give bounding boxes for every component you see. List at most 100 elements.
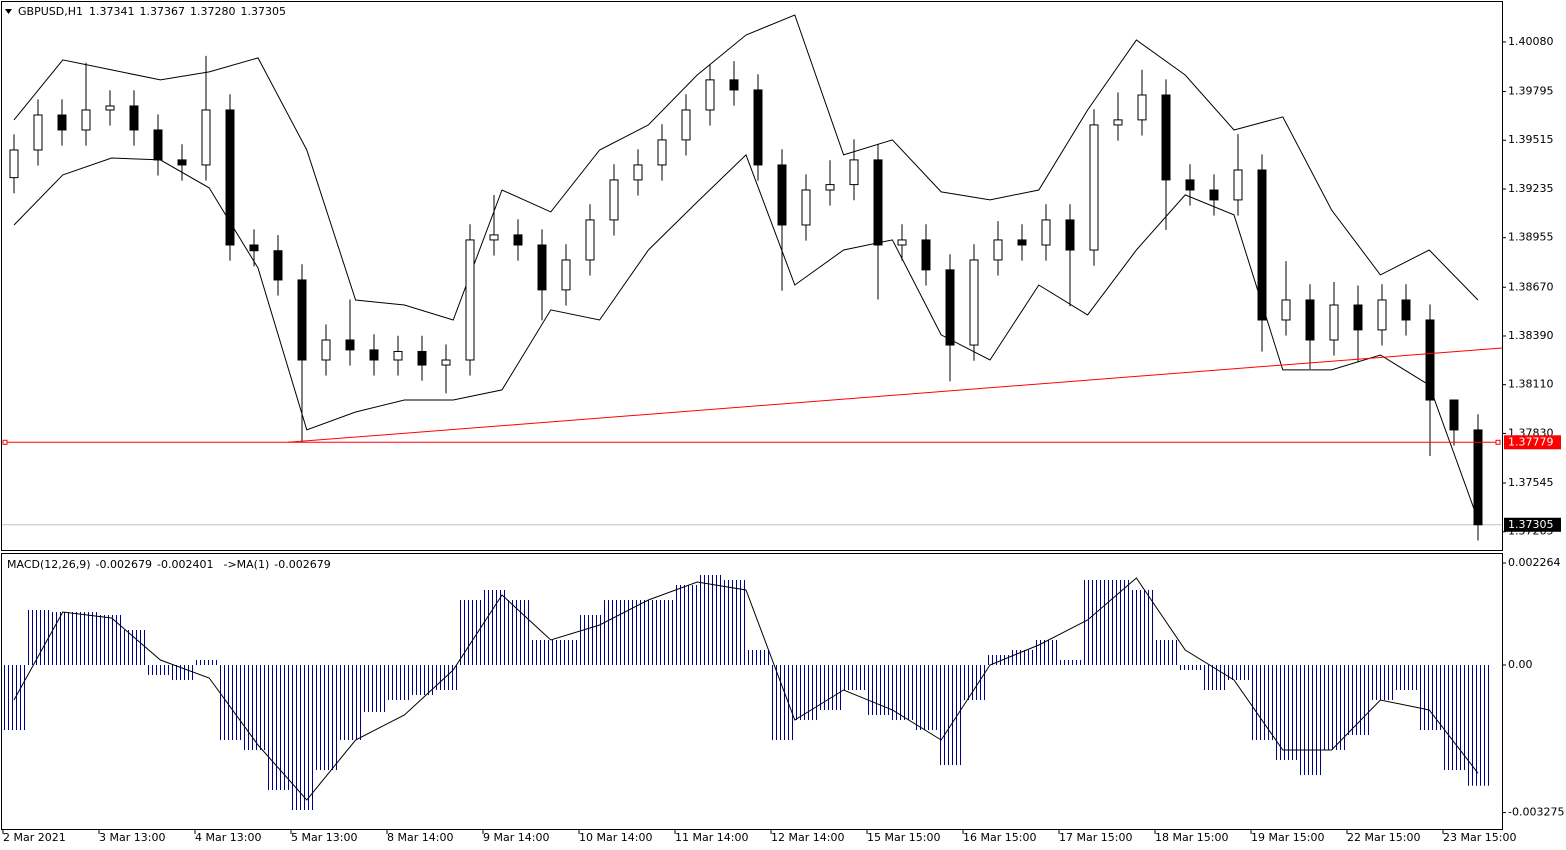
macd-histogram-bar bbox=[1442, 665, 1466, 771]
y-tick-label: 0.002264 bbox=[1508, 556, 1561, 569]
candle-body bbox=[1089, 124, 1099, 251]
macd-histogram-bar bbox=[194, 660, 218, 666]
macd-histogram-bar bbox=[1202, 665, 1226, 691]
candle-body bbox=[273, 250, 283, 281]
macd-histogram-bar bbox=[1274, 665, 1298, 761]
macd-histogram-bar bbox=[386, 665, 410, 701]
last-price-label: 1.37305 bbox=[1508, 518, 1554, 531]
candle-body bbox=[177, 159, 187, 166]
macd-histogram-bar bbox=[746, 650, 770, 666]
macd-histogram-bar bbox=[362, 665, 386, 713]
candle-body bbox=[393, 350, 403, 361]
x-tick-label: 2 Mar 2021 bbox=[3, 831, 66, 844]
macd-histogram-bar bbox=[530, 640, 554, 666]
y-tick-label: 1.39235 bbox=[1508, 182, 1554, 195]
y-tick-label: 1.40080 bbox=[1508, 35, 1554, 48]
candle-body bbox=[1377, 299, 1387, 331]
chart-header: GBPUSD,H1 1.37341 1.37367 1.37280 1.37305 bbox=[18, 5, 286, 18]
symbol: GBPUSD,H1 bbox=[18, 5, 83, 18]
candle-body bbox=[1041, 219, 1051, 246]
x-tick-label: 16 Mar 15:00 bbox=[963, 831, 1036, 844]
candle-body bbox=[657, 139, 667, 166]
candle-body bbox=[513, 234, 523, 246]
x-tick-label: 8 Mar 14:00 bbox=[387, 831, 453, 844]
macd-histogram-bar bbox=[1154, 640, 1178, 666]
candle-body bbox=[33, 114, 43, 151]
macd-histogram-bar bbox=[674, 584, 698, 666]
macd-histogram-bar bbox=[1394, 665, 1418, 691]
x-tick-label: 15 Mar 15:00 bbox=[867, 831, 940, 844]
y-tick-label: 1.38390 bbox=[1508, 329, 1554, 342]
candle-body bbox=[1233, 169, 1243, 201]
macd-histogram-bar bbox=[98, 614, 122, 666]
x-tick-label: 10 Mar 14:00 bbox=[579, 831, 652, 844]
macd-histogram-bar bbox=[914, 665, 938, 731]
quote: 1.37305 bbox=[240, 5, 286, 18]
candle-body bbox=[1449, 399, 1459, 431]
macd-histogram-bar bbox=[1178, 665, 1202, 671]
macd-histogram-bar bbox=[866, 665, 890, 716]
x-tick-label: 18 Mar 15:00 bbox=[1155, 831, 1228, 844]
candle-body bbox=[1209, 189, 1219, 201]
candle-body bbox=[1257, 169, 1267, 321]
macd-histogram-bar bbox=[1010, 650, 1034, 666]
x-tick-label: 9 Mar 14:00 bbox=[483, 831, 549, 844]
candle-body bbox=[81, 109, 91, 131]
macd-histogram-bar bbox=[242, 665, 266, 751]
candle-body bbox=[1305, 299, 1315, 341]
x-tick-label: 11 Mar 14:00 bbox=[675, 831, 748, 844]
candle-body bbox=[873, 159, 883, 246]
macd-histogram-bar bbox=[1058, 660, 1082, 666]
candle-body bbox=[1185, 179, 1195, 191]
candle-body bbox=[465, 239, 475, 361]
macd-histogram-bar bbox=[122, 629, 146, 666]
macd-histogram-bar bbox=[170, 665, 194, 681]
x-tick-label: 22 Mar 15:00 bbox=[1347, 831, 1420, 844]
candle-body bbox=[585, 219, 595, 261]
macd-histogram-bar bbox=[626, 599, 650, 666]
candle-body bbox=[537, 244, 547, 291]
candle-body bbox=[1017, 239, 1027, 246]
bollinger-band bbox=[13, 154, 1479, 521]
macd-histogram-bar bbox=[1106, 579, 1130, 666]
candle-body bbox=[993, 239, 1003, 261]
candle-body bbox=[417, 350, 427, 366]
candle-body bbox=[561, 259, 571, 291]
quote: 1.37367 bbox=[139, 5, 185, 18]
y-tick-label: 0.00 bbox=[1508, 658, 1533, 671]
macd-histogram-bar bbox=[482, 589, 506, 666]
macd-histogram-bar bbox=[146, 665, 170, 676]
candle-body bbox=[921, 239, 931, 271]
y-tick-label: 1.39795 bbox=[1508, 85, 1554, 98]
level-price-label: 1.37779 bbox=[1508, 435, 1554, 448]
candle-body bbox=[129, 105, 139, 131]
macd-histogram-bar bbox=[290, 665, 314, 810]
x-tick-label: 23 Mar 15:00 bbox=[1443, 831, 1516, 844]
candle-body bbox=[825, 184, 835, 191]
candle-body bbox=[681, 109, 691, 141]
candle-body bbox=[777, 164, 787, 226]
x-tick-label: 12 Mar 14:00 bbox=[771, 831, 844, 844]
macd-histogram-bar bbox=[962, 665, 986, 701]
macd-histogram-bar bbox=[50, 612, 74, 666]
x-tick-label: 4 Mar 13:00 bbox=[195, 831, 261, 844]
macd-histogram-bar bbox=[458, 599, 482, 666]
macd-histogram-bar bbox=[1130, 589, 1154, 666]
candle-body bbox=[705, 79, 715, 111]
level-handle bbox=[1495, 439, 1501, 445]
macd-histogram-bar bbox=[74, 612, 98, 666]
candle-body bbox=[801, 189, 811, 226]
candle-body bbox=[225, 109, 235, 246]
menu-arrow[interactable] bbox=[5, 9, 12, 14]
x-tick-label: 3 Mar 13:00 bbox=[99, 831, 165, 844]
candle-body bbox=[609, 179, 619, 221]
candle-body bbox=[57, 114, 67, 131]
macd-histogram-bar bbox=[314, 665, 338, 771]
candle-body bbox=[753, 89, 763, 166]
candle-body bbox=[105, 105, 115, 111]
candle-body bbox=[1329, 304, 1339, 341]
y-tick-label: 1.39515 bbox=[1508, 133, 1554, 146]
macd-value: -0.002401 bbox=[157, 558, 213, 571]
candle-body bbox=[345, 339, 355, 351]
